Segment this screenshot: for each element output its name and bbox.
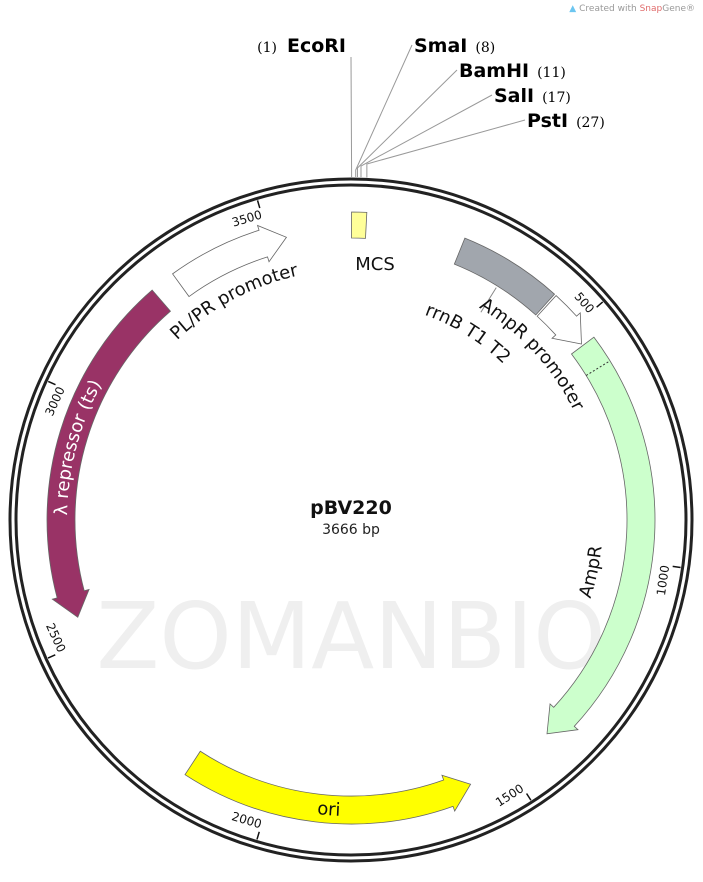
feature-pl-pr-promoter[interactable]: PL/PR promoter [166,224,300,344]
enzyme-label: PstI (27) [527,110,605,132]
feature-shape[interactable] [172,224,288,298]
feature-label: MCS [355,254,395,275]
tick-mark [47,380,56,386]
feature-shape[interactable] [46,289,172,618]
enzyme-site-sali[interactable]: SalI (17) [360,85,571,178]
tick-label: 2000 [230,809,263,831]
enzyme-leader [356,69,458,178]
plasmid-name: pBV220 [310,497,392,519]
feature-divider [585,360,611,376]
snapgene-logo-icon: ▲ [569,4,577,14]
enzyme-name: SmaI [414,35,467,57]
enzyme-leader [350,56,353,178]
feature-shape[interactable] [536,295,582,345]
enzyme-leader [360,94,493,178]
feature--repressor-ts-[interactable]: λ repressor (ts) [46,289,172,618]
tick-mark [47,654,56,659]
enzymes: EcoRI (1) SmaI (8) BamHI (11)SalI (17) PstI (27) [257,35,605,178]
enzyme-site-ecori[interactable]: EcoRI (1) [257,35,353,178]
watermark: ZOMANBIO [96,583,605,690]
enzyme-leader [355,44,413,178]
enzyme-label: SalI (17) [494,85,571,107]
enzyme-site-psti[interactable]: PstI (27) [366,110,605,178]
feature-shape[interactable] [351,211,368,239]
enzyme-name: PstI [527,110,568,132]
tick-mark [525,793,532,801]
tick-mark [596,301,604,308]
feature-leader [480,287,497,313]
backbone-outer [8,177,694,863]
tick-mark [672,565,681,569]
tick-label: 1500 [493,781,526,809]
enzyme-position: (1) [257,40,277,56]
feature-shape[interactable] [546,336,656,735]
enzyme-position: (8) [475,40,495,56]
feature-mcs[interactable]: MCS [351,211,395,275]
plasmid-length: 3666 bp [322,522,380,538]
tick-mark [256,831,260,840]
feature-shape[interactable] [453,237,556,316]
tick-label: 1000 [654,564,672,596]
enzyme-name: BamHI [459,60,529,82]
tick-label: 3000 [42,385,67,419]
tick-label: 2500 [43,621,68,655]
enzyme-site-smai[interactable]: SmaI (8) [355,35,496,178]
feature-label: ori [316,798,340,821]
feature-ori[interactable]: ori [184,750,472,825]
enzyme-label: BamHI (11) [459,60,566,82]
tick-mark [256,200,261,209]
enzyme-name: SalI [494,85,534,107]
tick-label: 500 [571,290,597,316]
backbone-inner [14,183,688,857]
snapgene-credit: ▲ Created with SnapGene® [569,4,695,14]
enzyme-position: (27) [576,115,605,131]
enzyme-site-bamhi[interactable]: BamHI (11) [356,60,566,178]
enzyme-position: (17) [542,90,571,106]
enzyme-position: (11) [537,65,566,81]
feature-shape[interactable] [184,750,472,825]
enzyme-leader [366,119,526,178]
enzyme-name: EcoRI [287,35,346,57]
enzyme-label: SmaI (8) [414,35,495,57]
